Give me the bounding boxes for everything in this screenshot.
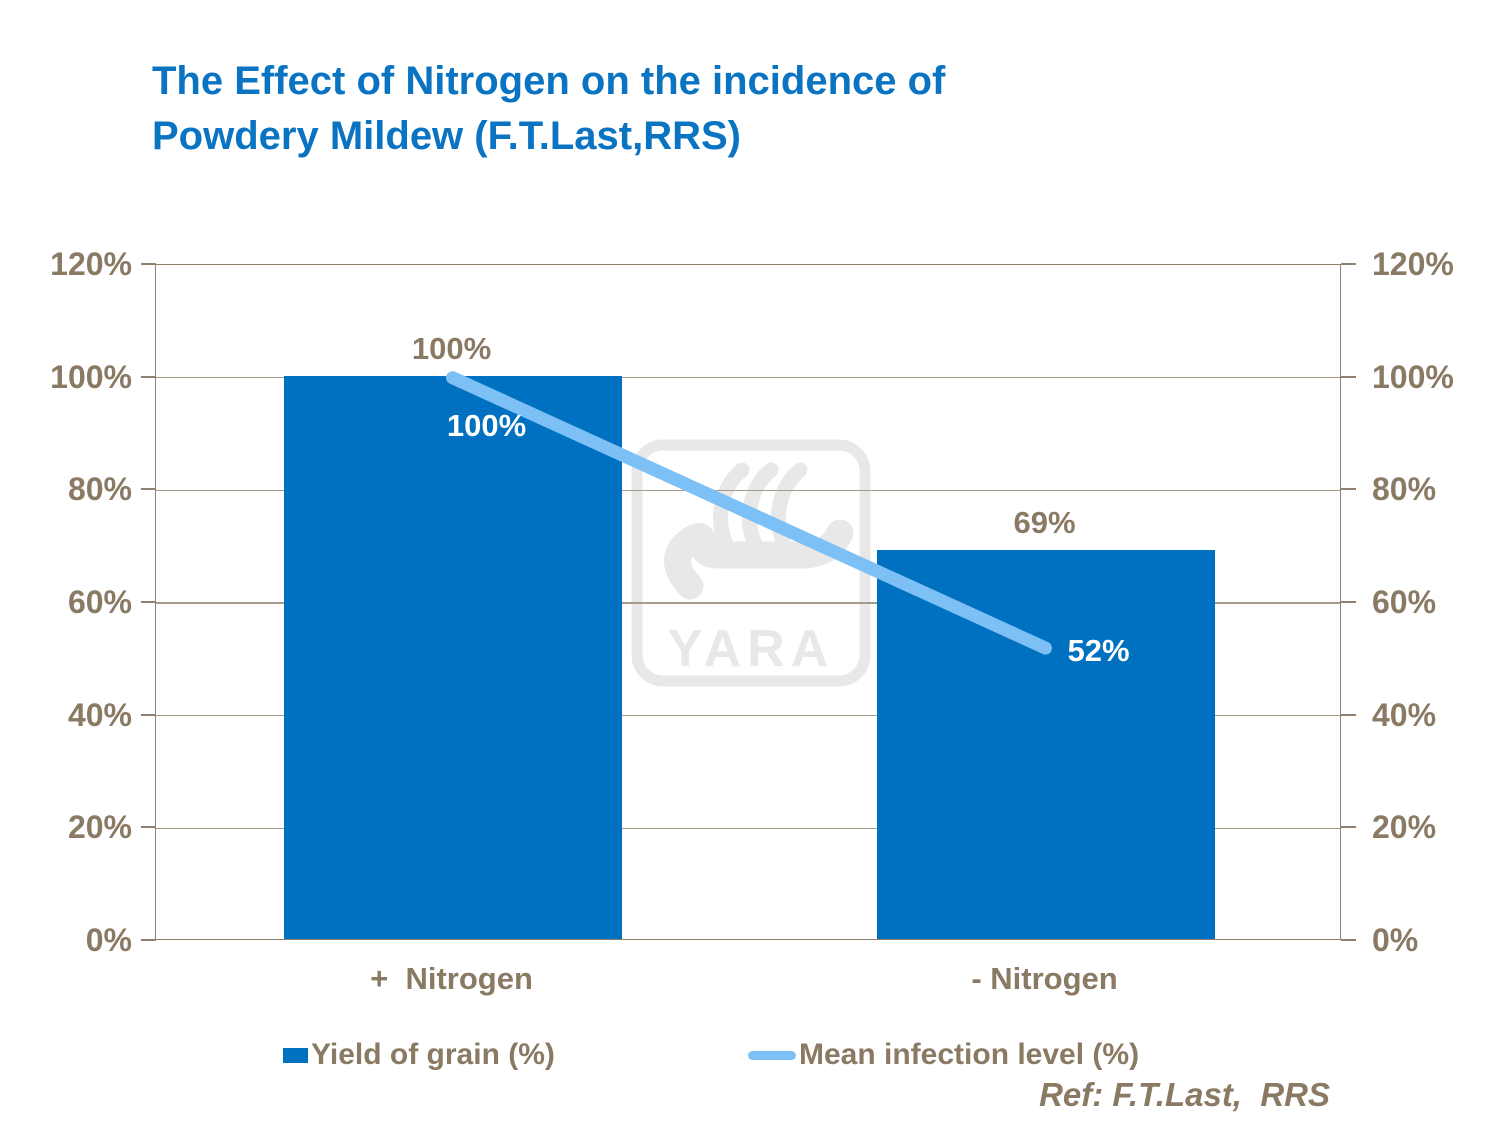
y-tick-mark-left xyxy=(141,263,156,265)
y-tick-label-right: 0% xyxy=(1372,922,1419,958)
y-tick-mark-left xyxy=(141,713,156,716)
y-tick-mark-right xyxy=(1341,601,1356,603)
y-tick-mark-right xyxy=(1341,488,1356,491)
bar-minus-nitrogen xyxy=(876,550,1215,939)
y-tick-label-right: 20% xyxy=(1372,809,1437,846)
legend-swatch-bar-icon xyxy=(283,1047,308,1063)
y-tick-label-left: 120% xyxy=(50,246,132,282)
bar-value-label: 100% xyxy=(411,330,492,366)
infection-line-layer xyxy=(446,371,1052,655)
y-tick-label-right: 40% xyxy=(1372,696,1437,733)
y-tick-label-right: 120% xyxy=(1372,246,1454,282)
legend-label: Yield of grain (%) xyxy=(311,1038,555,1071)
y-tick-mark-left xyxy=(141,488,156,491)
y-tick-label-left: 80% xyxy=(67,471,132,508)
gridline xyxy=(156,489,1340,492)
line-point-label: 100% xyxy=(446,407,527,443)
gridline xyxy=(156,827,1340,830)
yara-logo-text: YARA xyxy=(668,620,835,678)
y-tick-mark-right xyxy=(1341,826,1356,829)
y-tick-mark-left xyxy=(141,601,156,603)
legend-item-line: Mean infection level (%) xyxy=(748,1036,1139,1074)
line-point-label: 52% xyxy=(1067,633,1130,669)
y-tick-label-right: 60% xyxy=(1372,584,1437,620)
y-tick-label-left: 100% xyxy=(50,358,132,395)
y-tick-mark-right xyxy=(1341,375,1356,378)
legend-swatch-line-icon xyxy=(748,1050,796,1060)
y-tick-mark-right xyxy=(1341,939,1356,941)
y-tick-label-right: 80% xyxy=(1372,471,1437,508)
bar-value-label: 69% xyxy=(1013,505,1076,541)
reference-text: Ref: F.T.Last, RRS xyxy=(1039,1076,1330,1113)
y-tick-label-left: 40% xyxy=(67,696,132,733)
y-tick-mark-left xyxy=(141,375,156,378)
yara-watermark-logo: YARA xyxy=(631,439,871,687)
category-label-minus-nitrogen: - Nitrogen xyxy=(971,961,1118,996)
bar-plus-nitrogen xyxy=(283,375,622,939)
legend-label: Mean infection level (%) xyxy=(799,1038,1140,1071)
plot-area: 100% 52% xyxy=(155,264,1341,940)
gridline xyxy=(156,714,1340,717)
gridline xyxy=(156,376,1340,379)
category-label-plus-nitrogen: + Nitrogen xyxy=(370,961,533,996)
yara-logo-shield-holes xyxy=(710,574,825,596)
y-tick-label-left: 0% xyxy=(85,922,132,958)
chart-title-line2: Powdery Mildew (F.T.Last,RRS) xyxy=(152,114,741,159)
y-tick-mark-right xyxy=(1341,713,1356,716)
y-tick-mark-left xyxy=(141,826,156,829)
infection-line xyxy=(446,371,1052,655)
chart-title: The Effect of Nitrogen on the incidence … xyxy=(152,54,1252,164)
chart-title-line1: The Effect of Nitrogen on the incidence … xyxy=(152,59,946,103)
y-tick-mark-right xyxy=(1341,263,1356,265)
y-tick-label-right: 100% xyxy=(1372,358,1454,395)
y-tick-mark-left xyxy=(141,939,156,941)
y-tick-label-left: 20% xyxy=(67,809,132,846)
legend-item-bar: Yield of grain (%) xyxy=(283,1036,555,1074)
y-tick-label-left: 60% xyxy=(67,584,132,620)
gridline xyxy=(156,602,1340,604)
